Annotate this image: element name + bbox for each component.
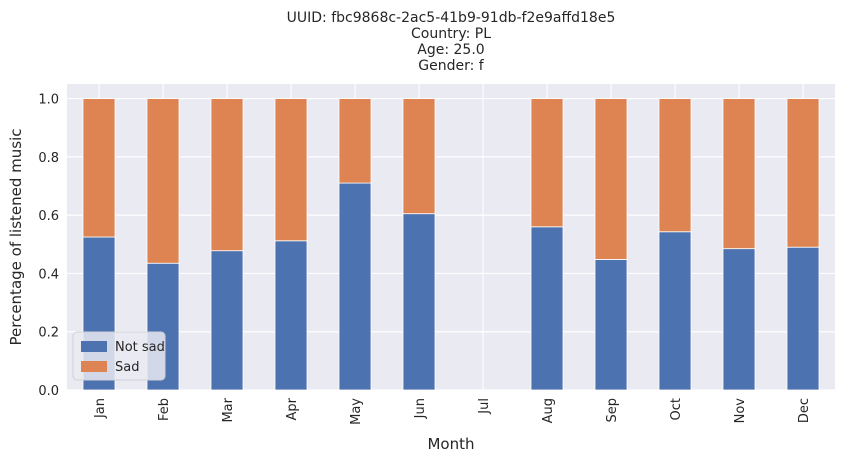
bar-sad-may — [338, 98, 372, 184]
title-line: Gender: f — [418, 58, 485, 74]
x-tick-label: Oct — [669, 398, 684, 420]
legend-swatch-sad — [81, 361, 107, 372]
x-tick-label: Nov — [733, 398, 748, 424]
y-tick-label: 0.0 — [38, 384, 59, 399]
x-tick-label: Jun — [413, 398, 428, 419]
x-tick-label: Jan — [93, 398, 108, 419]
bars — [82, 98, 820, 391]
bar-sad-mar — [210, 98, 244, 252]
bar-sad-dec — [786, 98, 820, 248]
x-axis-label: Month — [427, 435, 474, 453]
x-tick-label: Mar — [221, 397, 236, 422]
y-tick-label: 0.2 — [38, 326, 59, 341]
bar-not-sad-dec — [786, 246, 820, 391]
bar-sad-jan — [82, 98, 116, 238]
legend-swatch-not-sad — [81, 341, 107, 352]
title-line: UUID: fbc9868c-2ac5-41b9-91db-f2e9affd18… — [287, 10, 616, 26]
bar-not-sad-aug — [530, 226, 564, 391]
bar-not-sad-may — [338, 182, 372, 391]
bar-not-sad-nov — [722, 248, 756, 391]
y-tick-label: 1.0 — [38, 93, 59, 108]
legend-label: Not sad — [115, 340, 165, 355]
bar-sad-aug — [530, 98, 564, 228]
bar-sad-sep — [594, 98, 628, 260]
y-tick-label: 0.4 — [38, 267, 59, 282]
title-line: Age: 25.0 — [417, 42, 484, 58]
x-tick-label: May — [349, 398, 364, 425]
y-axis-label: Percentage of listened music — [7, 128, 25, 345]
bar-sad-feb — [146, 98, 180, 264]
chart-title: UUID: fbc9868c-2ac5-41b9-91db-f2e9affd18… — [287, 10, 616, 74]
bar-sad-apr — [274, 98, 308, 242]
x-tick-label: Apr — [285, 397, 300, 420]
y-tick-label: 0.8 — [38, 151, 59, 166]
x-tick-label: Jul — [477, 398, 492, 415]
bar-not-sad-jun — [402, 213, 436, 391]
x-tick-label: Sep — [605, 398, 620, 423]
x-axis: Jan Feb Mar Apr May Jun Jul Aug Sep Oct Nov Dec — [93, 397, 812, 425]
bar-not-sad-mar — [210, 250, 244, 391]
x-tick-label: Aug — [541, 398, 556, 423]
bar-not-sad-oct — [658, 231, 692, 391]
legend-label: Sad — [115, 360, 139, 375]
title-line: Country: PL — [411, 26, 491, 42]
plot-background — [67, 84, 835, 390]
y-axis: 0.0 0.2 0.4 0.6 0.8 1.0 — [38, 93, 59, 399]
y-tick-label: 0.6 — [38, 209, 59, 224]
x-tick-label: Dec — [797, 398, 812, 423]
legend: Not sad Sad — [72, 331, 166, 381]
bar-not-sad-apr — [274, 240, 308, 391]
x-tick-label: Feb — [157, 398, 172, 421]
bar-sad-oct — [658, 98, 692, 233]
bar-sad-jun — [402, 98, 436, 215]
bar-sad-nov — [722, 98, 756, 250]
bar-not-sad-sep — [594, 259, 628, 391]
